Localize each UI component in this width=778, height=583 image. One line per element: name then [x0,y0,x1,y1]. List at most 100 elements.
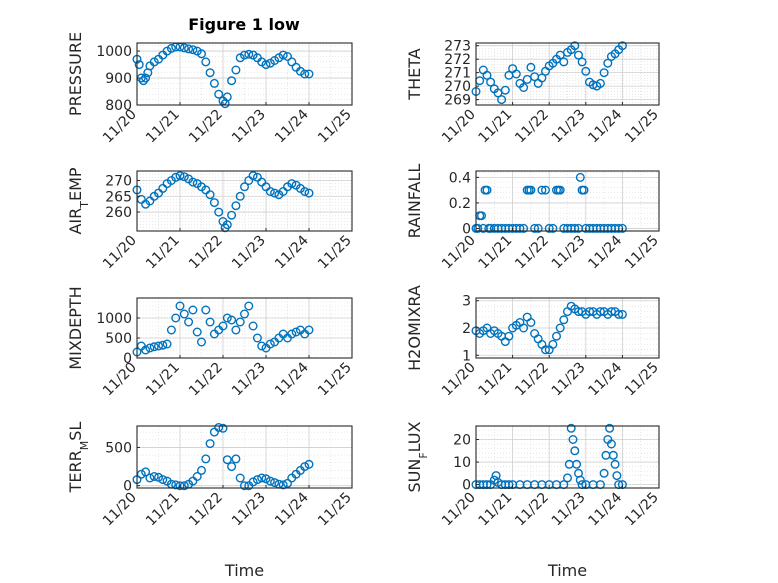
data-point [570,446,580,456]
data-point [231,65,241,75]
data-point [599,68,609,78]
data-point [265,186,275,196]
y-axis-label: H2OMIXRA [405,285,424,371]
data-point [248,477,258,487]
data-point [222,220,232,230]
data-point [205,317,215,327]
data-point [300,462,310,472]
data-point [192,327,202,337]
data-point [568,435,578,445]
y-tick-label: 269 [444,93,471,109]
data-point [519,323,529,333]
data-point [149,342,159,352]
data-point [497,95,507,105]
data-point [515,223,525,233]
data-point [270,478,280,488]
data-point [175,171,185,181]
data-point [171,172,181,182]
y-tick-label: 270 [444,79,471,95]
data-point [482,70,492,80]
data-point [287,57,297,67]
data-point [570,223,580,233]
data-point [526,62,536,72]
data-point [179,309,189,319]
data-point [222,455,232,465]
y-tick-label: 10 [453,455,471,471]
data-point [541,185,551,195]
data-point [248,321,258,331]
data-point [214,89,224,99]
data-point [231,325,241,335]
data-point [519,223,529,233]
data-point [184,44,194,54]
data-point [231,454,241,464]
series-markers [471,172,627,233]
y-tick-label: 1000 [96,44,132,60]
data-point [145,343,155,353]
data-point [222,92,232,102]
data-point [287,329,297,339]
data-point [606,439,616,449]
y-tick-label: 272 [444,52,471,68]
data-point [145,473,155,483]
data-point [530,223,540,233]
data-point [300,69,310,79]
y-tick-label: 3 [462,294,471,310]
data-point [477,211,487,221]
data-point [519,82,529,92]
axes-frame [475,170,660,232]
data-point [548,339,558,349]
data-point [214,207,224,217]
data-point [300,186,310,196]
data-point [283,52,293,62]
data-point [595,78,605,88]
data-point [265,476,275,486]
y-tick-label: 0.4 [449,170,471,186]
series-markers [471,41,627,105]
data-point [205,68,215,78]
data-point [158,340,168,350]
y-axis-label: MIXDEPTH [66,286,85,369]
data-point [209,198,219,208]
data-point [270,188,280,198]
data-point [239,309,249,319]
data-point [304,325,314,335]
data-point [544,223,554,233]
data-point [261,474,271,484]
data-point [559,57,569,67]
data-point [559,315,569,325]
data-point [235,191,245,201]
y-tick-label: 0 [123,479,132,495]
data-point [617,223,627,233]
data-point [227,210,237,220]
data-point [239,481,249,491]
axes-frame [475,425,660,489]
data-point [162,339,172,349]
y-axis-label: TERRMSL [66,422,91,494]
data-point [612,471,622,481]
data-point [188,45,198,55]
series-markers [132,301,314,357]
data-point [141,467,151,477]
data-point [192,472,202,482]
data-point [304,188,314,198]
data-point [153,341,163,351]
y-tick-label: 1 [462,348,471,364]
y-tick-label: 0 [462,221,471,237]
data-point [511,69,521,79]
data-point [166,43,176,53]
y-tick-label: 900 [105,71,132,87]
axes-frame [136,42,353,106]
data-point [541,345,551,355]
data-point [205,190,215,200]
y-tick-label: 270 [105,173,132,189]
data-point [179,172,189,182]
x-axis-label: Time [224,561,264,580]
data-point [244,49,254,59]
data-point [201,305,211,315]
data-point [196,49,206,59]
y-axis-label: AIRTEMP [66,167,91,234]
y-tick-label: 0 [462,478,471,494]
data-point [278,50,288,60]
